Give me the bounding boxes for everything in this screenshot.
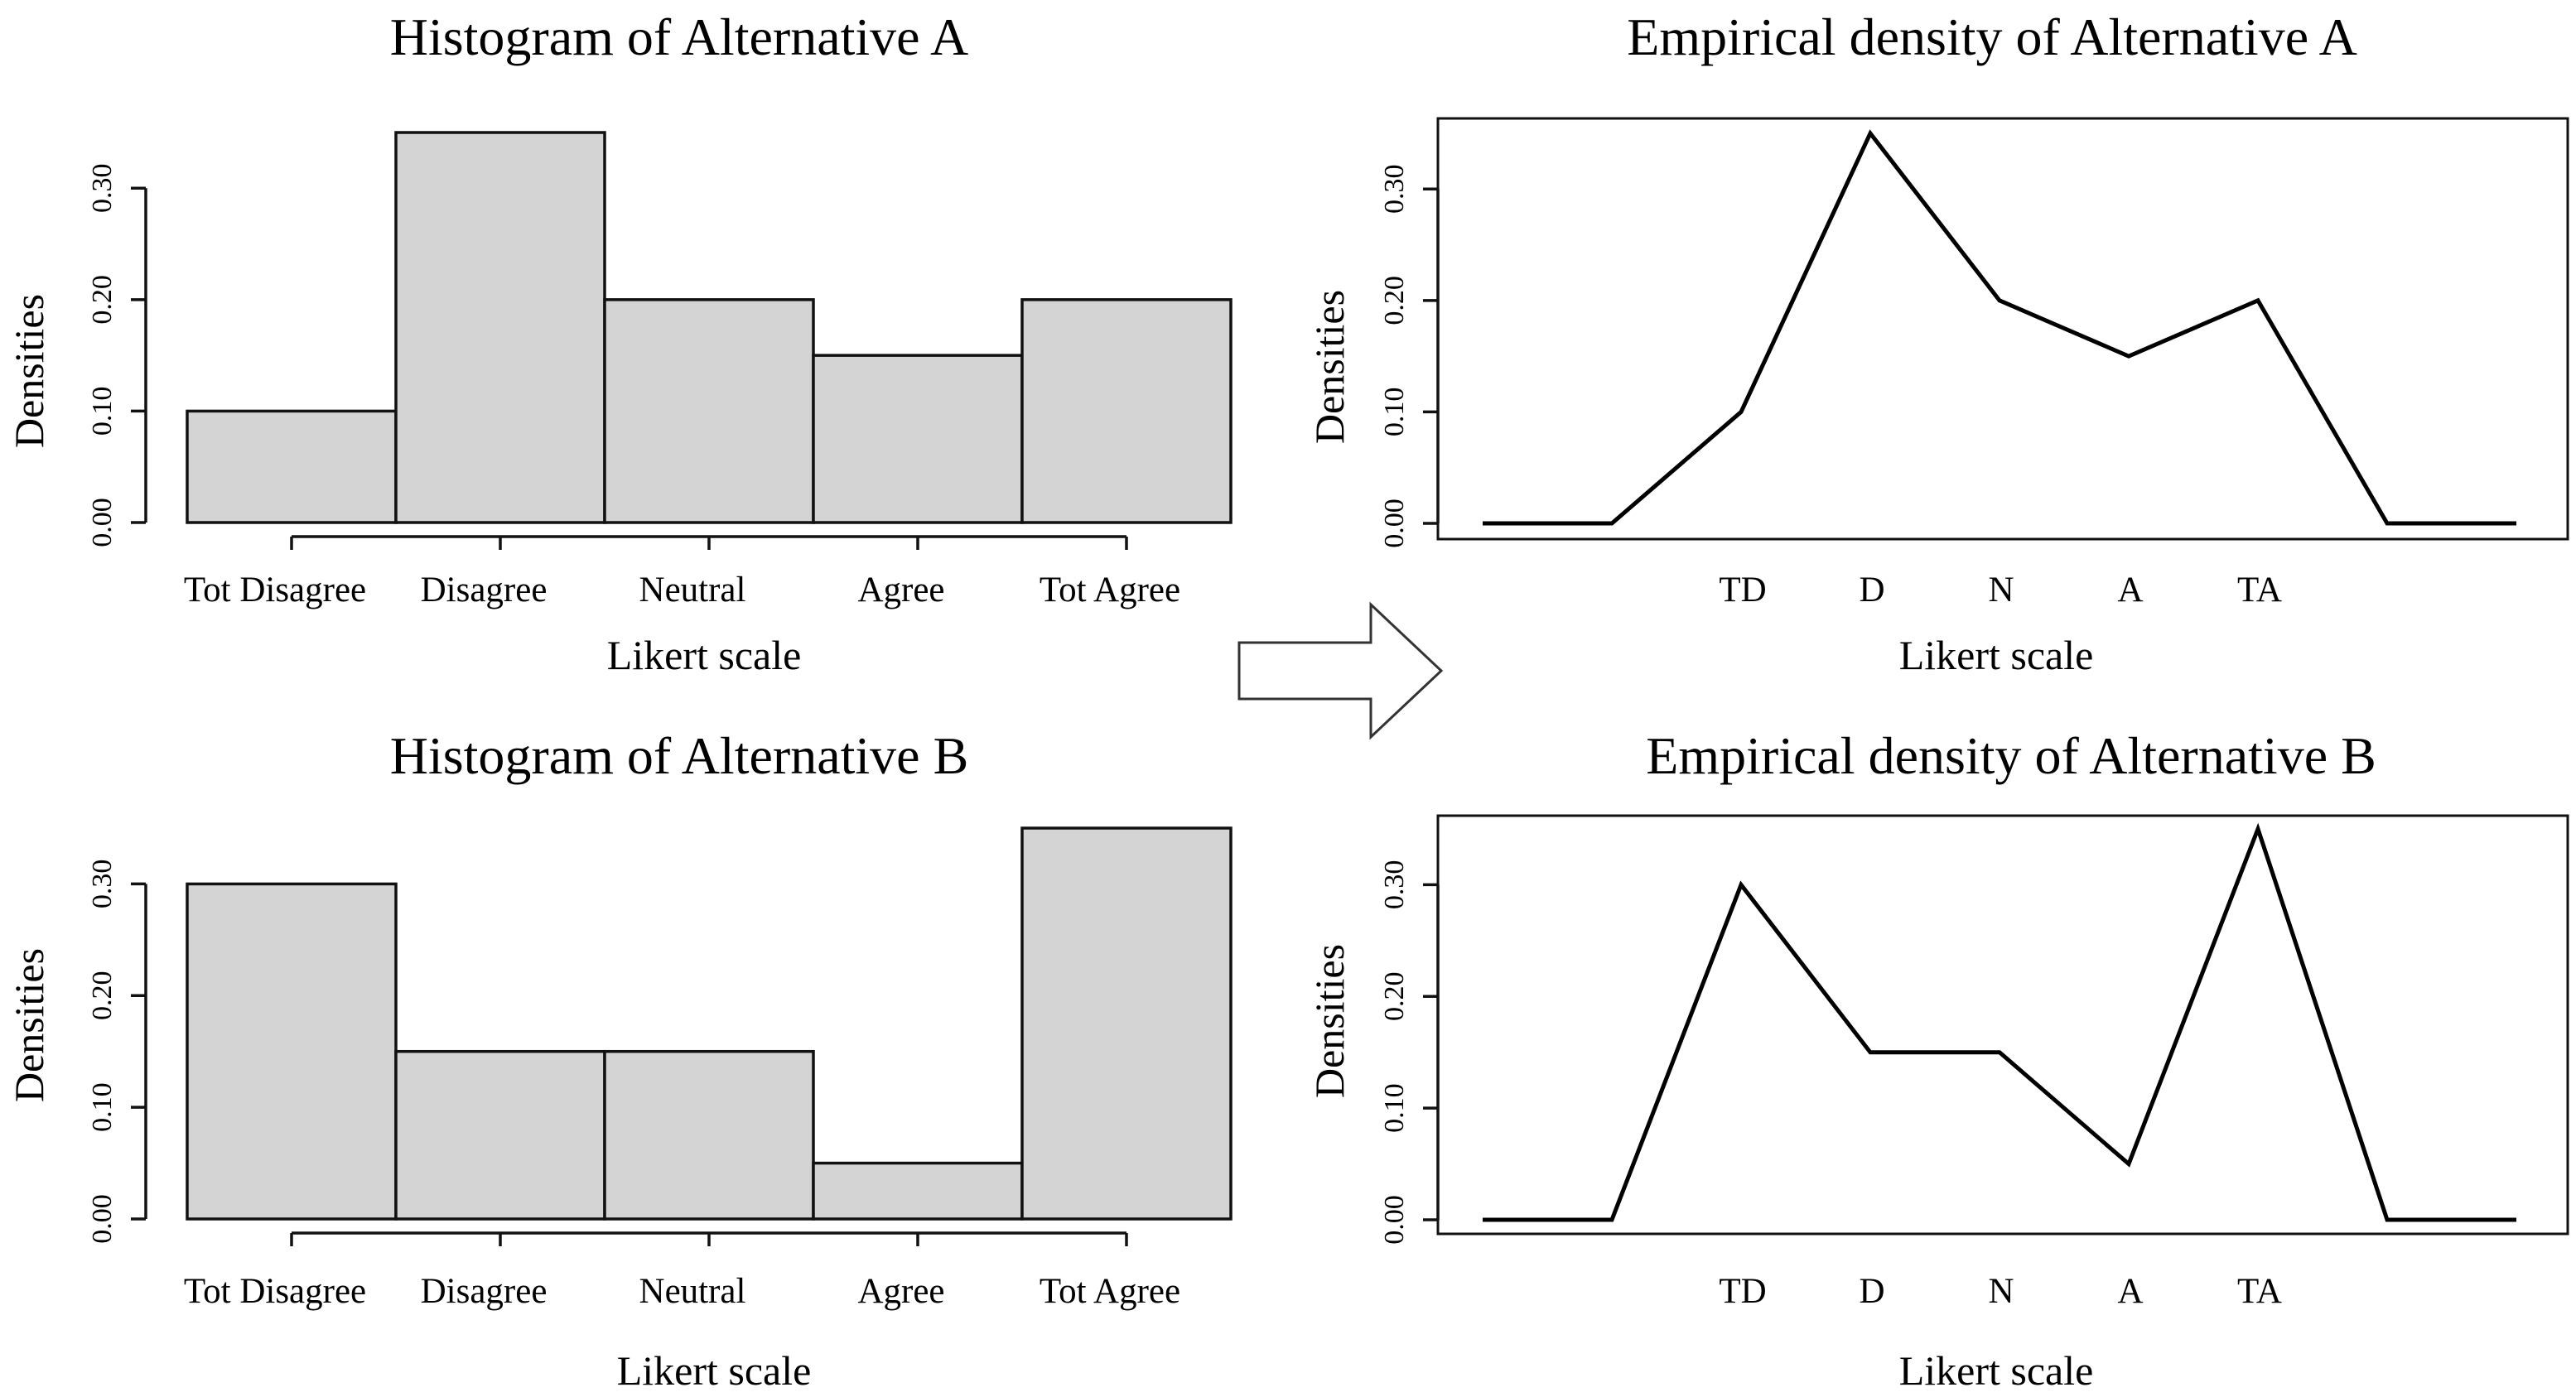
density-alternative-b: Empirical density of Alternative B Densi… bbox=[1306, 726, 2569, 1394]
y-tick-label: 0.30 bbox=[87, 860, 118, 909]
x-tick-label: Tot Agree bbox=[1040, 571, 1180, 609]
y-tick-label: 0.00 bbox=[87, 498, 118, 547]
histogram-alternative-b: Histogram of Alternative B Densities Lik… bbox=[6, 726, 1233, 1394]
chart-title: Empirical density of Alternative A bbox=[1627, 7, 2357, 66]
x-tick-label: N bbox=[1988, 571, 2014, 609]
plot-frame bbox=[1436, 117, 2569, 541]
chart-title: Empirical density of Alternative B bbox=[1646, 726, 2376, 785]
bar bbox=[1020, 826, 1233, 1221]
plot-frame bbox=[1436, 814, 2569, 1236]
density-alternative-a: Empirical density of Alternative A Densi… bbox=[1306, 7, 2569, 678]
bar bbox=[812, 1161, 1024, 1221]
x-tick-label: Tot Disagree bbox=[184, 1272, 366, 1311]
right-arrow-icon bbox=[1237, 601, 1444, 740]
y-tick-label: 0.10 bbox=[1379, 388, 1410, 437]
bar bbox=[394, 1049, 606, 1221]
bar bbox=[394, 131, 606, 524]
x-tick-label: Neutral bbox=[639, 1272, 746, 1311]
x-tick-label: TA bbox=[2237, 571, 2282, 609]
y-axis-label: Densities bbox=[6, 948, 52, 1102]
x-tick-label: TA bbox=[2237, 1272, 2282, 1311]
y-tick-label: 0.10 bbox=[87, 387, 118, 436]
bar bbox=[186, 882, 398, 1221]
y-tick-label: 0.30 bbox=[87, 164, 118, 213]
x-axis-label: Likert scale bbox=[617, 1347, 812, 1394]
x-tick-label: Neutral bbox=[639, 571, 746, 609]
x-tick-label: A bbox=[2117, 571, 2143, 609]
x-axis-label: Likert scale bbox=[1899, 1347, 2094, 1394]
bar bbox=[812, 354, 1024, 524]
x-tick-label: A bbox=[2117, 1272, 2143, 1311]
x-tick-label: Disagree bbox=[421, 571, 548, 609]
x-tick-label: Tot Disagree bbox=[184, 571, 366, 609]
x-tick-label: D bbox=[1859, 1272, 1884, 1311]
density-line bbox=[1483, 822, 2516, 1222]
y-tick-label: 0.20 bbox=[1379, 972, 1410, 1022]
y-tick-label: 0.00 bbox=[1379, 499, 1410, 548]
bar bbox=[1020, 298, 1233, 524]
x-tick-label: TD bbox=[1719, 1272, 1766, 1311]
bar bbox=[603, 298, 815, 524]
y-tick-label: 0.10 bbox=[87, 1082, 118, 1132]
x-tick-label: TD bbox=[1719, 571, 1766, 609]
histogram-alternative-a: Histogram of Alternative A Densities Lik… bbox=[6, 7, 1233, 678]
bar bbox=[603, 1049, 815, 1221]
density-line bbox=[1483, 129, 2516, 526]
x-tick-label: N bbox=[1988, 1272, 2014, 1311]
y-axis-label: Densities bbox=[1306, 944, 1353, 1098]
y-axis-label: Densities bbox=[1306, 290, 1353, 444]
y-tick-label: 0.30 bbox=[1379, 165, 1410, 214]
x-axis-label: Likert scale bbox=[607, 632, 802, 678]
x-axis-label: Likert scale bbox=[1899, 632, 2094, 678]
x-tick-label: Tot Agree bbox=[1040, 1272, 1180, 1311]
chart-title: Histogram of Alternative A bbox=[390, 7, 969, 66]
y-tick-label: 0.20 bbox=[87, 971, 118, 1021]
y-tick-label: 0.10 bbox=[1379, 1083, 1410, 1133]
x-tick-label: D bbox=[1859, 571, 1884, 609]
y-tick-label: 0.20 bbox=[1379, 276, 1410, 325]
y-tick-label: 0.00 bbox=[1379, 1195, 1410, 1245]
x-tick-label: Agree bbox=[857, 1272, 944, 1311]
y-tick-label: 0.20 bbox=[87, 275, 118, 325]
y-axis-label: Densities bbox=[6, 294, 52, 448]
bar bbox=[186, 409, 398, 524]
y-tick-label: 0.00 bbox=[87, 1194, 118, 1244]
x-tick-label: Agree bbox=[857, 571, 944, 609]
y-tick-label: 0.30 bbox=[1379, 860, 1410, 910]
x-tick-label: Disagree bbox=[421, 1272, 548, 1311]
chart-title: Histogram of Alternative B bbox=[390, 726, 969, 785]
